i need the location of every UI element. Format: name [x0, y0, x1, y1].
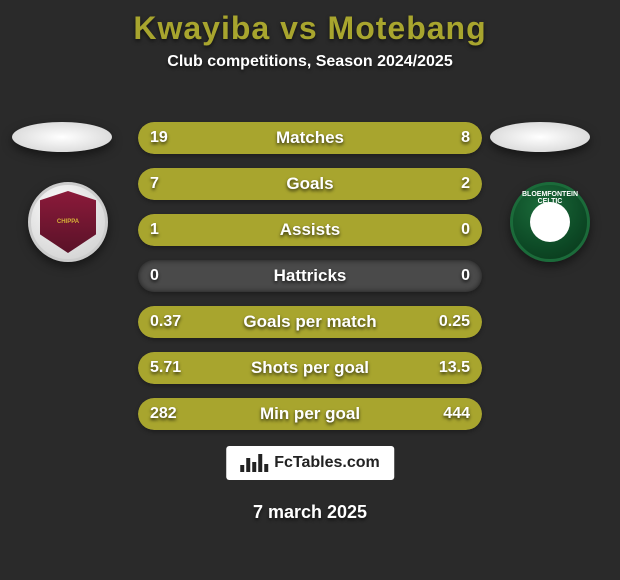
crest-right-ball-icon	[530, 202, 570, 242]
season-subtitle: Club competitions, Season 2024/2025	[0, 53, 620, 71]
club-crest-right: BLOEMFONTEIN CELTIC	[510, 182, 590, 262]
stat-row: 72Goals	[138, 168, 482, 200]
stat-label: Shots per goal	[138, 352, 482, 384]
stat-label: Matches	[138, 122, 482, 154]
stat-label: Hattricks	[138, 260, 482, 292]
stat-label: Goals per match	[138, 306, 482, 338]
crest-right-label: BLOEMFONTEIN CELTIC	[513, 191, 587, 205]
fctables-watermark: FcTables.com	[226, 446, 394, 480]
stat-row: 282444Min per goal	[138, 398, 482, 430]
stat-label: Min per goal	[138, 398, 482, 430]
comparison-title: Kwayiba vs Motebang	[0, 0, 620, 47]
stat-label: Goals	[138, 168, 482, 200]
player-silhouette-right	[490, 122, 590, 152]
fctables-label: FcTables.com	[274, 454, 380, 472]
stat-row: 5.7113.5Shots per goal	[138, 352, 482, 384]
stat-row: 00Hattricks	[138, 260, 482, 292]
stat-row: 10Assists	[138, 214, 482, 246]
stat-row: 198Matches	[138, 122, 482, 154]
bar-chart-icon	[240, 454, 268, 472]
club-crest-left: CHIPPA	[28, 182, 108, 262]
comparison-date: 7 march 2025	[0, 502, 620, 523]
stat-label: Assists	[138, 214, 482, 246]
stats-comparison-table: 198Matches 72Goals 10Assists 00Hattricks 0.3…	[138, 122, 482, 444]
stat-row: 0.370.25Goals per match	[138, 306, 482, 338]
crest-left-label: CHIPPA	[40, 191, 96, 253]
player-silhouette-left	[12, 122, 112, 152]
